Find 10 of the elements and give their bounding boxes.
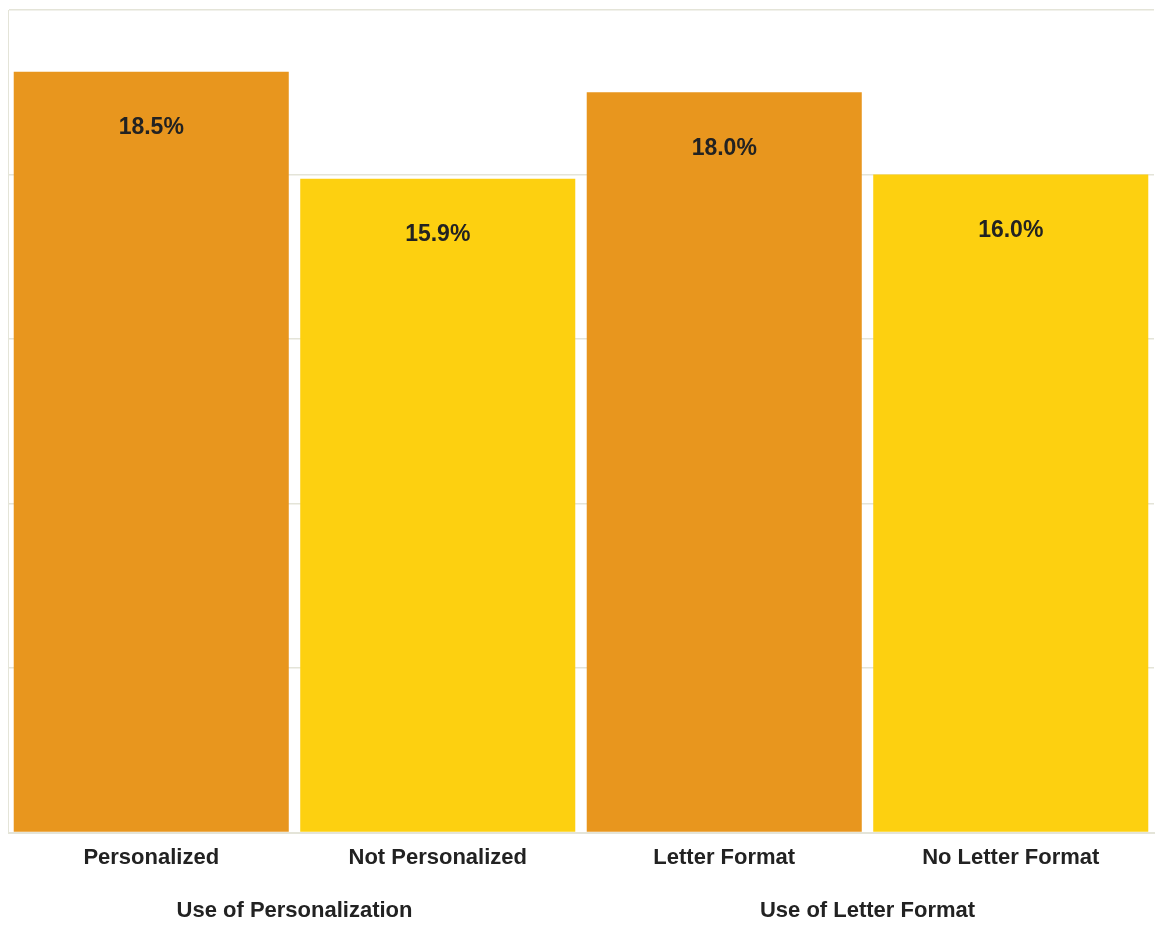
x-tick-label: Personalized bbox=[83, 843, 220, 869]
data-label: 15.9% bbox=[405, 219, 471, 246]
x-tick-label: Not Personalized bbox=[348, 843, 527, 869]
data-label: 18.0% bbox=[691, 133, 757, 160]
data-label: 16.0% bbox=[978, 215, 1044, 242]
x-tick-label: Letter Format bbox=[653, 843, 796, 869]
text: Use of Personalization bbox=[176, 896, 413, 922]
x-tick-label: No Letter Format bbox=[922, 843, 1101, 869]
text: Use of Letter Format bbox=[759, 896, 976, 922]
data-label: 18.5% bbox=[118, 113, 184, 140]
